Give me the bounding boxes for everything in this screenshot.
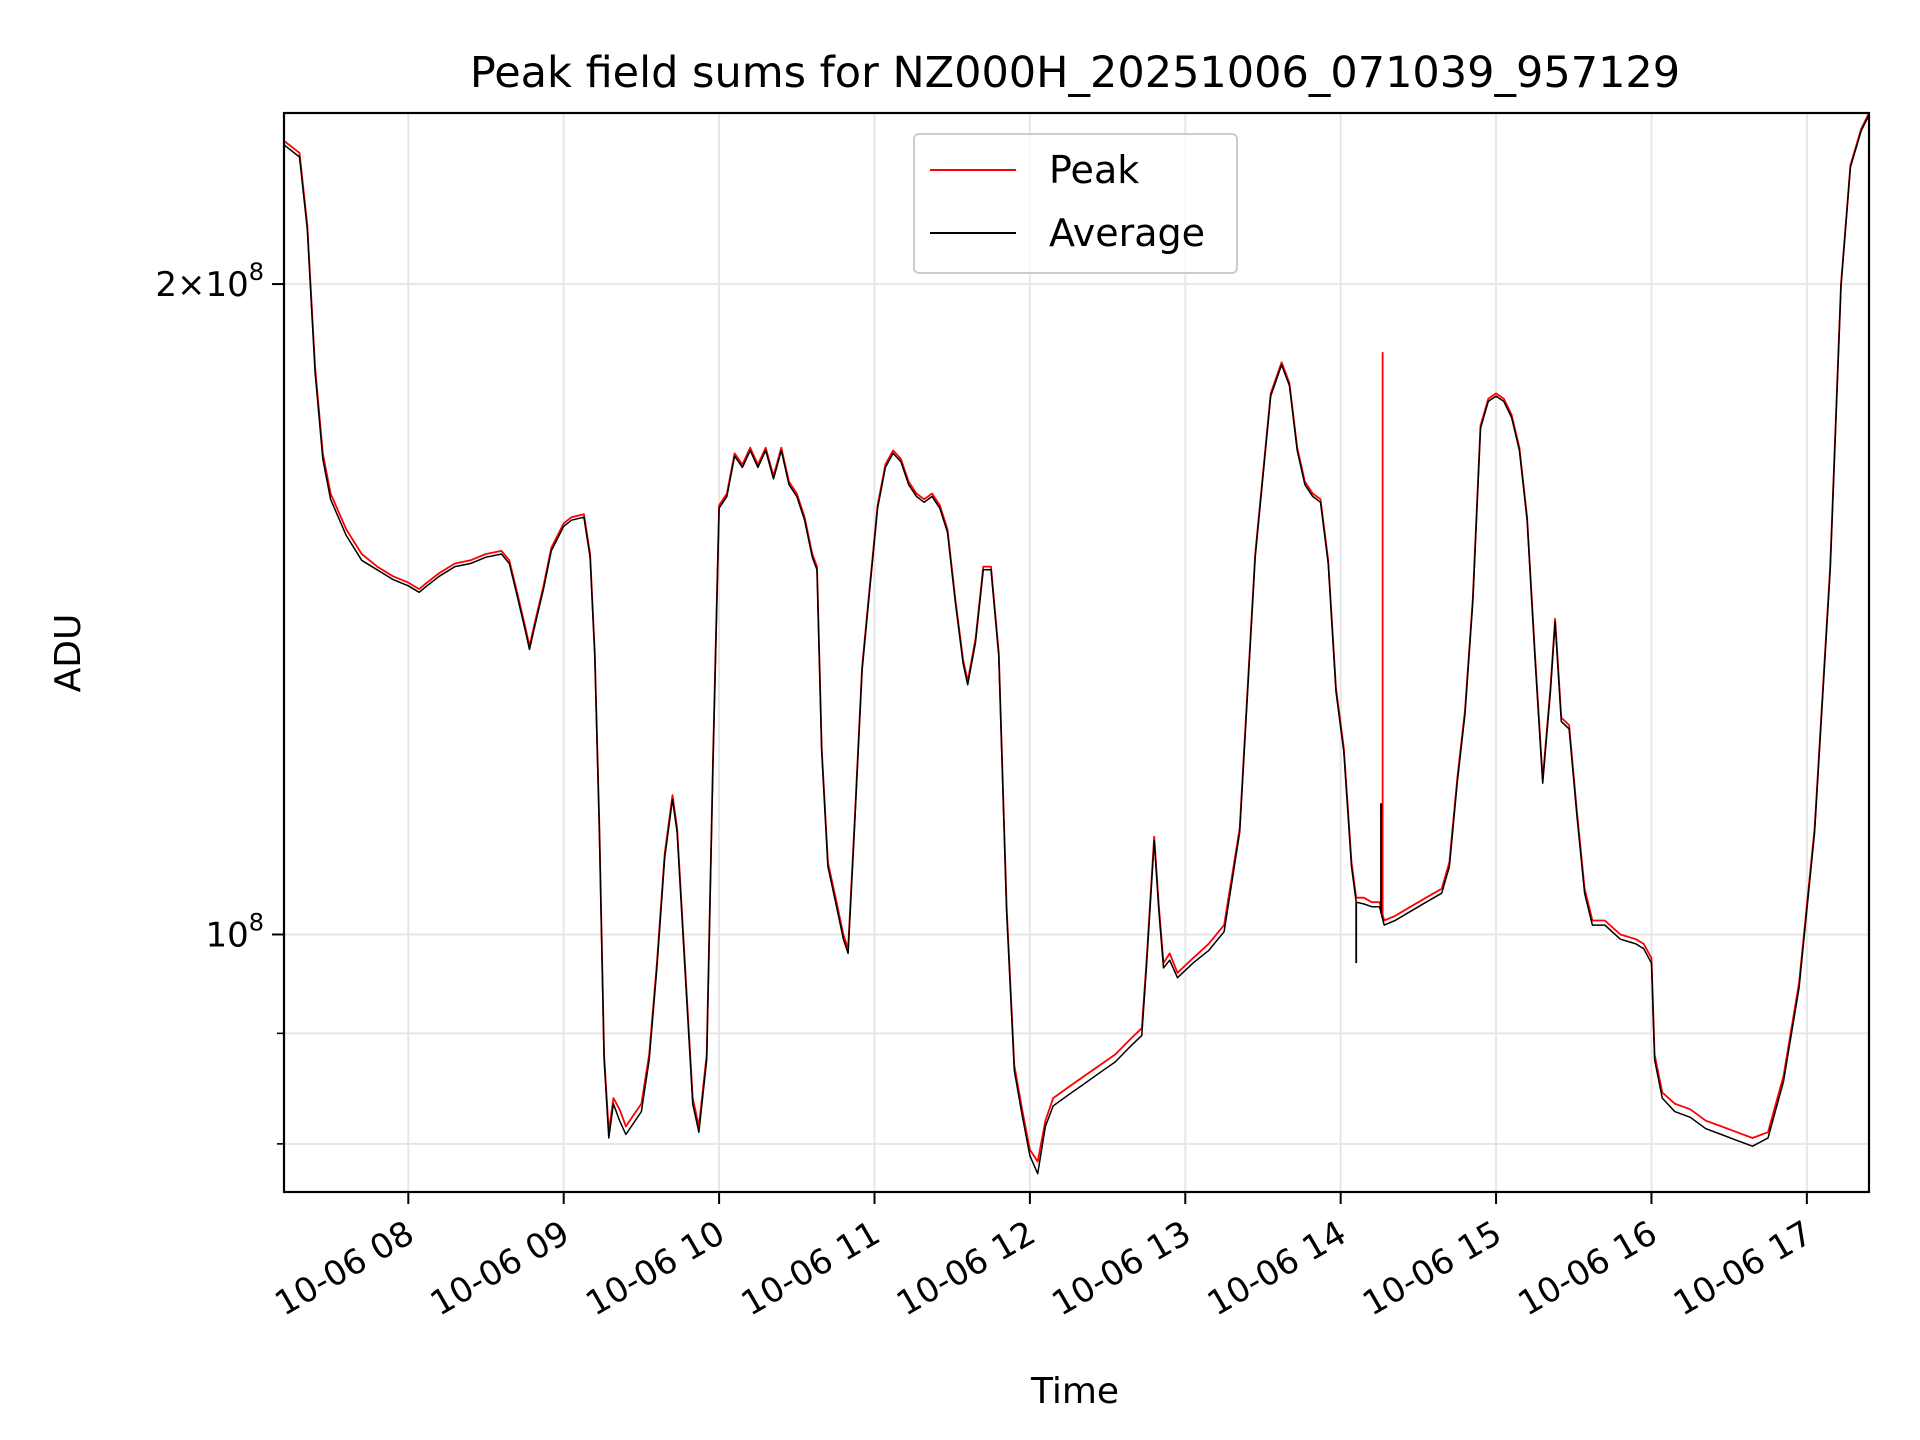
- grid: [284, 113, 1869, 1192]
- y-tick-label-base: 2×10: [155, 265, 248, 305]
- y-tick-label-base: 10: [205, 915, 248, 955]
- legend-label-average: Average: [1049, 211, 1205, 255]
- legend-label-peak: Peak: [1049, 148, 1139, 192]
- legend-box: [913, 133, 1238, 274]
- y-tick-label: 108: [205, 908, 264, 955]
- series-line-average: [284, 114, 1869, 1175]
- y-axis-label: ADU: [48, 614, 89, 693]
- plot-frame: [282, 111, 1871, 1194]
- chart-title: Peak field sums for NZ000H_20251006_0710…: [470, 48, 1680, 98]
- x-axis-label: Time: [1030, 1371, 1119, 1412]
- y-tick-label: 2×108: [155, 258, 264, 305]
- y-tick-label-exponent: 8: [249, 908, 264, 936]
- y-tick-label-exponent: 8: [249, 258, 264, 286]
- series-group: [284, 113, 1869, 1175]
- legend: Peak Average: [913, 133, 1238, 274]
